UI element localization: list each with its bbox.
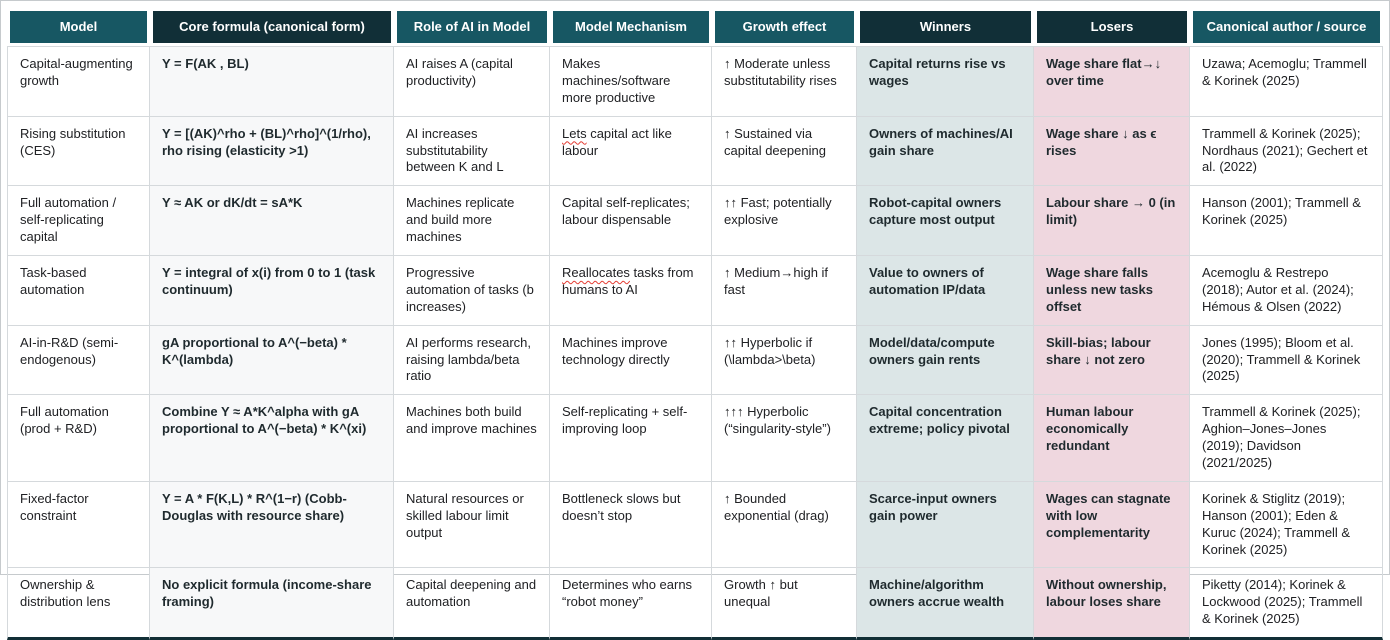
cell-source: Trammell & Korinek (2025); Aghion–Jones–… [1190,395,1383,482]
column-header-model: Model [7,8,150,46]
misspelled-word: Lets [562,125,587,141]
cell-formula: gA proportional to A^(−beta) * K^(lambda… [150,325,394,396]
header-row: Model Core formula (canonical form) Role… [7,8,1383,46]
cell-losers: Wage share flat→↓ over time [1034,46,1190,117]
ai-growth-models-table: Model Core formula (canonical form) Role… [7,8,1383,640]
misspelled-word: Reallocates [562,265,630,281]
cell-losers: Wage share ↓ as ϵ rises [1034,116,1190,187]
table-row-fixed-factor: Fixed-factor constraint Y = A * F(K,L) *… [7,481,1383,569]
cell-role: AI raises A (capital productivity) [394,46,550,117]
cell-losers: Wages can stagnate with low complementar… [1034,481,1190,569]
cell-model: Ownership & distribution lens [7,568,150,640]
column-header-mechanism: Model Mechanism [550,8,712,46]
cell-mechanism: Makes machines/software more productive [550,46,712,117]
cell-mechanism: Lets capital act like labour [550,116,712,187]
cell-model: Fixed-factor constraint [7,481,150,569]
cell-growth: ↑↑↑ Hyperbolic (“singularity-style”) [712,395,857,482]
cell-model: Full automation / self-replicating capit… [7,186,150,257]
cell-source: Trammell & Korinek (2025); Nordhaus (202… [1190,116,1383,187]
column-header-losers: Losers [1034,8,1190,46]
mechanism-text: capital act like labour [562,125,672,158]
cell-source: Korinek & Stiglitz (2019); Hanson (2001)… [1190,481,1383,569]
cell-formula: Y = A * F(K,L) * R^(1−r) (Cobb-Douglas w… [150,481,394,569]
cell-source: Uzawa; Acemoglu; Trammell & Korinek (202… [1190,46,1383,117]
cell-model: Rising substitution (CES) [7,116,150,187]
cell-source: Piketty (2014); Korinek & Lockwood (2025… [1190,568,1383,640]
cell-growth: ↑↑ Hyperbolic if (\lambda>\beta) [712,325,857,396]
cell-losers: Without ownership, labour loses share [1034,568,1190,640]
table-row-task-based: Task-based automation Y = integral of x(… [7,256,1383,326]
table-body: Capital-augmenting growth Y = F(AK , BL)… [7,46,1383,640]
cell-model: Full automation (prod + R&D) [7,395,150,482]
table-row-capital-augmenting: Capital-augmenting growth Y = F(AK , BL)… [7,46,1383,117]
cell-losers: Skill-bias; labour share ↓ not zero [1034,325,1190,396]
column-header-winners: Winners [857,8,1034,46]
cell-formula: Combine Y ≈ A*K^alpha with gA proportion… [150,395,394,482]
cell-formula: Y = integral of x(i) from 0 to 1 (task c… [150,256,394,326]
cell-growth: ↑↑ Fast; potentially explosive [712,186,857,257]
table-row-full-automation-capital: Full automation / self-replicating capit… [7,186,1383,257]
table-row-rising-substitution: Rising substitution (CES) Y = [(AK)^rho … [7,116,1383,187]
cell-source: Hanson (2001); Trammell & Korinek (2025) [1190,186,1383,257]
cell-growth: Growth ↑ but unequal [712,568,857,640]
table-row-full-automation-prod-rd: Full automation (prod + R&D) Combine Y ≈… [7,395,1383,482]
cell-winners: Capital returns rise vs wages [857,46,1034,117]
cell-mechanism: Capital self-replicates; labour dispensa… [550,186,712,257]
cell-mechanism: Machines improve technology directly [550,325,712,396]
cell-winners: Model/data/compute owners gain rents [857,325,1034,396]
cell-mechanism: Bottleneck slows but doesn’t stop [550,481,712,569]
column-header-source: Canonical author / source [1190,8,1383,46]
cell-winners: Machine/algorithm owners accrue wealth [857,568,1034,640]
cell-mechanism: Reallocates tasks from humans to AI [550,256,712,326]
table-row-ownership-lens: Ownership & distribution lens No explici… [7,568,1383,640]
cell-growth: ↑ Bounded exponential (drag) [712,481,857,569]
cell-model: Task-based automation [7,256,150,326]
cell-role: Machines replicate and build more machin… [394,186,550,257]
cell-winners: Capital concentration extreme; policy pi… [857,395,1034,482]
cell-losers: Labour share → 0 (in limit) [1034,186,1190,257]
cell-losers: Wage share falls unless new tasks offset [1034,256,1190,326]
cell-role: Capital deepening and automation [394,568,550,640]
cell-winners: Scarce-input owners gain power [857,481,1034,569]
cell-formula: Y ≈ AK or dK/dt = sA*K [150,186,394,257]
cell-model: AI-in-R&D (semi-endogenous) [7,325,150,396]
cell-mechanism: Determines who earns “robot money” [550,568,712,640]
column-header-role-of-ai: Role of AI in Model [394,8,550,46]
cell-growth: ↑ Moderate unless substitutability rises [712,46,857,117]
cell-role: AI performs research, raising lambda/bet… [394,325,550,396]
cell-source: Acemoglu & Restrepo (2018); Autor et al.… [1190,256,1383,326]
cell-formula: Y = [(AK)^rho + (BL)^rho]^(1/rho), rho r… [150,116,394,187]
cell-mechanism: Self-replicating + self-improving loop [550,395,712,482]
cell-model: Capital-augmenting growth [7,46,150,117]
cell-role: Machines both build and improve machines [394,395,550,482]
cell-source: Jones (1995); Bloom et al. (2020); Tramm… [1190,325,1383,396]
cell-formula: Y = F(AK , BL) [150,46,394,117]
cell-growth: ↑ Sustained via capital deepening [712,116,857,187]
column-header-growth-effect: Growth effect [712,8,857,46]
mechanism-text: tasks from humans to AI [562,265,694,297]
cell-winners: Robot-capital owners capture most output [857,186,1034,257]
cell-losers: Human labour economically redundant [1034,395,1190,482]
column-header-core-formula: Core formula (canonical form) [150,8,394,46]
cell-formula: No explicit formula (income-share framin… [150,568,394,640]
cell-winners: Value to owners of automation IP/data [857,256,1034,326]
table-header: Model Core formula (canonical form) Role… [7,8,1383,46]
cell-role: AI increases substitutability between K … [394,116,550,187]
cell-role: Progressive automation of tasks (b incre… [394,256,550,326]
cell-growth: ↑ Medium→high if fast [712,256,857,326]
cell-role: Natural resources or skilled labour limi… [394,481,550,569]
cell-winners: Owners of machines/AI gain share [857,116,1034,187]
table-row-ai-in-rd: AI-in-R&D (semi-endogenous) gA proportio… [7,325,1383,396]
